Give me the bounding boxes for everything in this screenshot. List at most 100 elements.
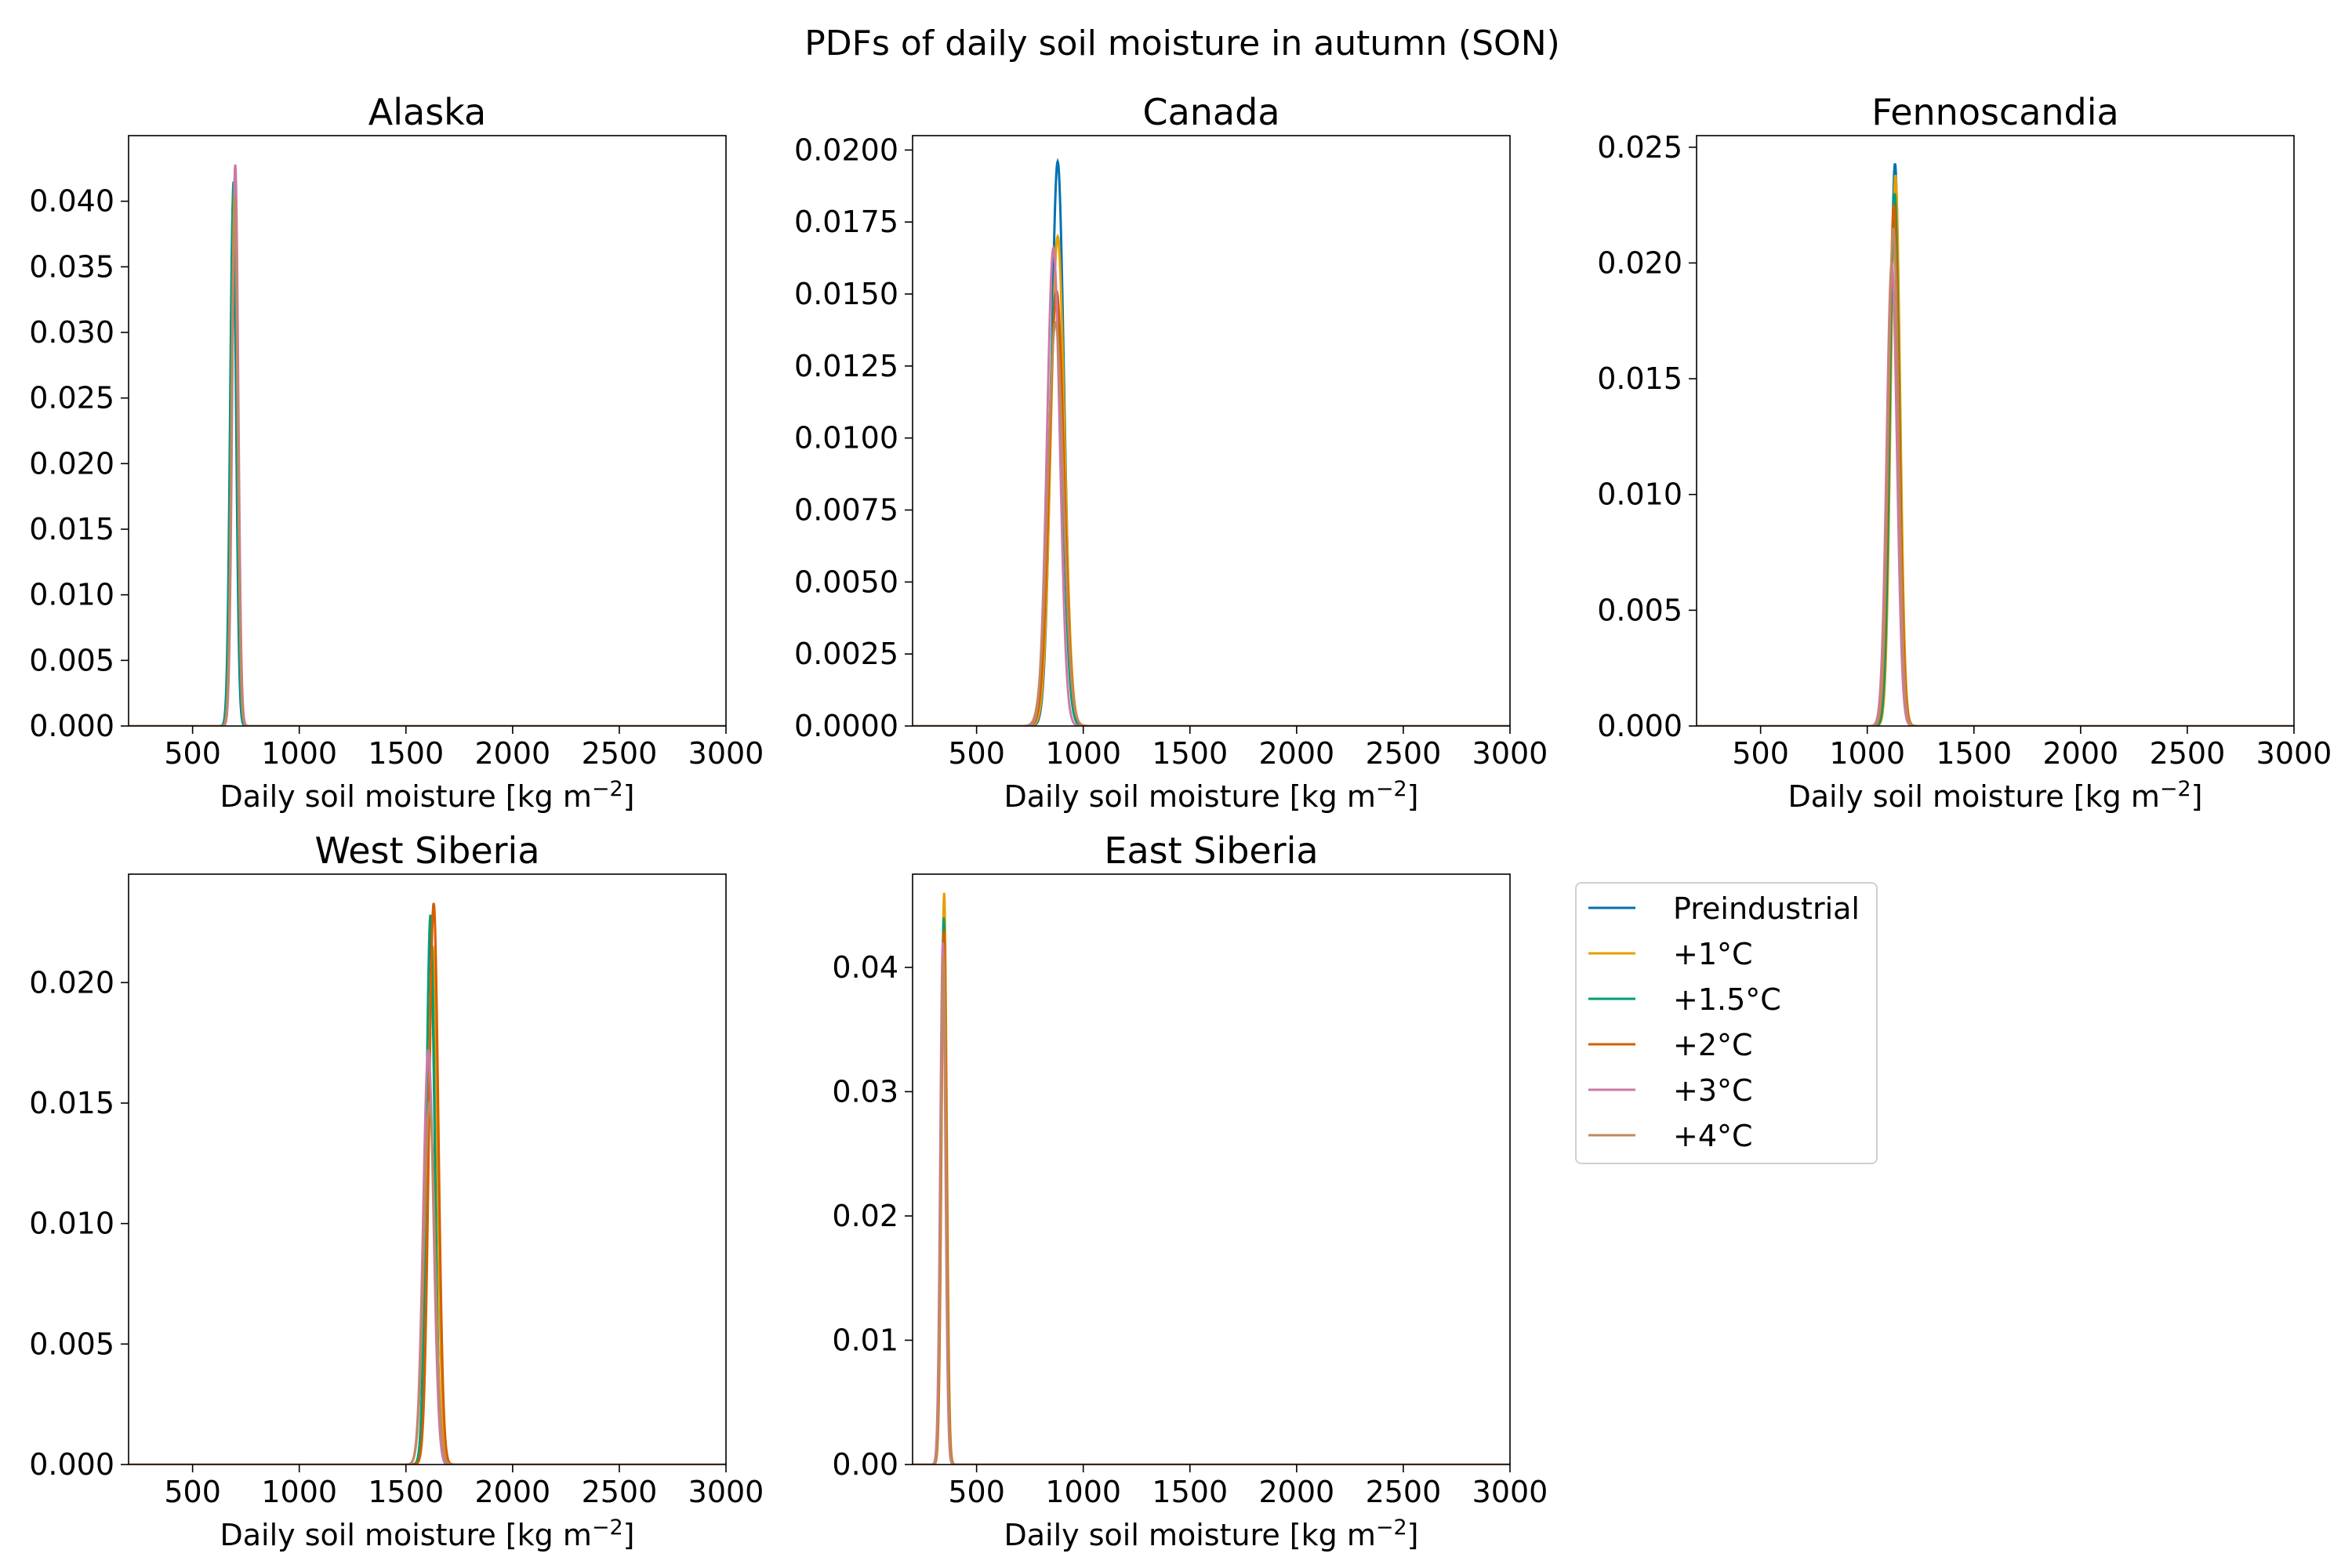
legend-label: +4°C (1673, 1119, 1753, 1153)
y-tick-label: 0.020 (1597, 245, 1682, 280)
panel-fennoscandia: 500 1000 1500 2000 2500 3000 0.000 0.005 0.010 0.… (1597, 91, 2332, 814)
legend-frame (1575, 882, 1878, 1164)
x-tick-label: 2000 (1258, 1475, 1334, 1509)
y-tick-label: 0.015 (29, 512, 114, 546)
series-line-preindustrial (1697, 163, 2294, 726)
y-tick-label: 0.03 (832, 1074, 898, 1109)
panel-title: West Siberia (314, 829, 539, 872)
legend-label: +1°C (1673, 937, 1753, 971)
y-tick-label: 0.0150 (794, 277, 898, 311)
x-tick-label: 500 (948, 1475, 1005, 1509)
axes-frame (128, 873, 727, 1465)
legend: Preindustrial +1°C +1.5°C +2°C +3°C +4°C (1575, 882, 1878, 1164)
x-axis-label: Daily soil moisture [kg m−2] (1004, 777, 1418, 814)
y-tick-label: 0.0075 (794, 493, 898, 528)
series-line--3-c (913, 245, 1510, 726)
y-tick-label: 0.010 (29, 578, 114, 612)
series-line--2-c (1697, 204, 2294, 726)
x-axis-label: Daily soil moisture [kg m−2] (220, 1515, 634, 1552)
x-tick-label: 2500 (582, 736, 658, 771)
series-group (913, 892, 1510, 1465)
series-line--1-5-c (1697, 193, 2294, 726)
series-group (1697, 163, 2294, 726)
x-tick-label: 1500 (368, 736, 444, 771)
series-line--1-5-c (913, 917, 1510, 1465)
series-line--4-c (129, 194, 726, 726)
series-group (129, 902, 726, 1465)
series-line--4-c (129, 1099, 726, 1465)
y-tick-label: 0.010 (29, 1207, 114, 1241)
series-line--3-c (129, 164, 726, 726)
x-tick-label: 3000 (2256, 736, 2332, 771)
x-tick-label: 500 (164, 1475, 221, 1509)
x-tick-label: 2000 (2042, 736, 2118, 771)
y-tick-label: 0.025 (29, 381, 114, 416)
x-tick-label: 3000 (688, 736, 764, 771)
x-tick-label: 1500 (1152, 1475, 1228, 1509)
y-tick-label: 0.0200 (794, 132, 898, 167)
series-line--2-c (129, 902, 726, 1465)
x-tick-label: 2000 (474, 736, 550, 771)
series-line--4-c (1697, 227, 2294, 726)
x-tick-label: 3000 (1472, 1475, 1548, 1509)
x-tick-label: 500 (948, 736, 1005, 771)
y-tick-label: 0.02 (832, 1199, 898, 1233)
x-tick-label: 2500 (1366, 736, 1442, 771)
series-group (913, 158, 1510, 726)
series-line-preindustrial (129, 201, 726, 726)
x-tick-label: 1000 (1045, 1475, 1121, 1509)
y-tick-label: 0.035 (29, 249, 114, 284)
legend-label: +3°C (1673, 1073, 1753, 1108)
panel-title: Canada (1142, 91, 1279, 133)
x-tick-label: 1000 (261, 1475, 337, 1509)
y-tick-label: 0.04 (832, 950, 898, 985)
series-line--2-c (913, 290, 1510, 726)
series-line--3-c (129, 1049, 726, 1465)
legend-label: +2°C (1673, 1028, 1753, 1062)
y-tick-label: 0.000 (1597, 709, 1682, 743)
series-line-preindustrial (913, 158, 1510, 726)
series-line--2-c (129, 194, 726, 726)
y-tick-label: 0.005 (29, 1327, 114, 1361)
series-line--1-5-c (913, 291, 1510, 726)
legend-label: +1.5°C (1673, 982, 1781, 1017)
x-tick-label: 1500 (1152, 736, 1228, 771)
y-tick-label: 0.0125 (794, 349, 898, 383)
x-tick-label: 2500 (1366, 1475, 1442, 1509)
x-tick-label: 500 (1732, 736, 1789, 771)
y-tick-label: 0.01 (832, 1323, 898, 1357)
y-tick-label: 0.0050 (794, 564, 898, 599)
panel-west-siberia: 500 1000 1500 2000 2500 3000 0.000 0.005 0.010 0.… (29, 829, 764, 1552)
y-tick-label: 0.0175 (794, 205, 898, 239)
y-tick-label: 0.020 (29, 446, 114, 481)
x-axis-label: Daily soil moisture [kg m−2] (220, 777, 634, 814)
panel-title: Alaska (368, 91, 486, 133)
series-line--2-c (913, 931, 1510, 1465)
x-axis-label: Daily soil moisture [kg m−2] (1788, 777, 2202, 814)
series-line--4-c (913, 955, 1510, 1465)
y-tick-label: 0.0025 (794, 637, 898, 671)
axes-frame (912, 135, 1511, 727)
series-line--1-c (129, 188, 726, 726)
series-line-preindustrial (913, 943, 1510, 1465)
series-line--1-c (1697, 174, 2294, 726)
series-group (129, 164, 726, 726)
x-tick-label: 3000 (688, 1475, 764, 1509)
panel-title: Fennoscandia (1871, 91, 2118, 133)
y-tick-label: 0.005 (29, 643, 114, 677)
x-tick-label: 2500 (582, 1475, 658, 1509)
figure-title: PDFs of daily soil moisture in autumn (S… (804, 24, 1560, 64)
y-tick-label: 0.000 (29, 1447, 114, 1482)
y-tick-label: 0.0000 (794, 709, 898, 743)
axes-frame (1696, 135, 2295, 727)
legend-label: Preindustrial (1673, 891, 1860, 926)
series-line--1-c (913, 233, 1510, 726)
x-tick-label: 2000 (474, 1475, 550, 1509)
x-axis-label: Daily soil moisture [kg m−2] (1004, 1515, 1418, 1552)
panel-alaska: 500 1000 1500 2000 2500 3000 0.000 0.005 0.010 0.… (29, 91, 764, 814)
axes-frame (128, 135, 727, 727)
panels-group: 500 1000 1500 2000 2500 3000 0.000 0.005 0.010 0.… (29, 91, 2332, 1552)
x-tick-label: 1500 (368, 1475, 444, 1509)
y-tick-label: 0.0100 (794, 421, 898, 456)
